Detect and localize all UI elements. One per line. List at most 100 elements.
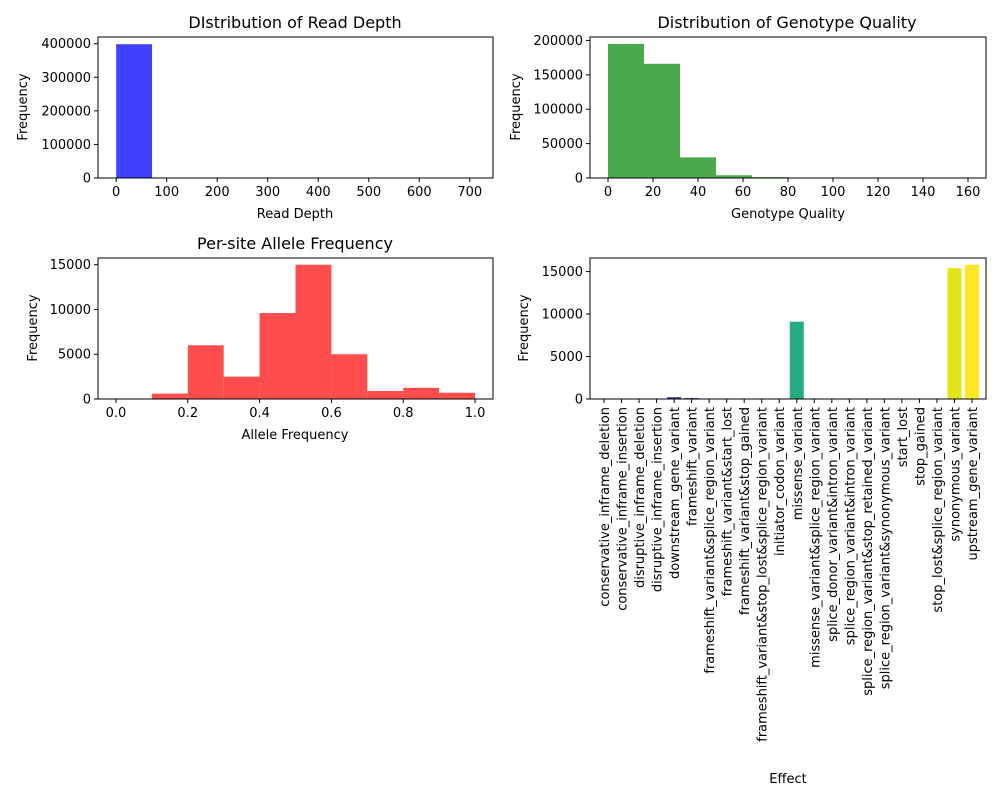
panel-effect-ylabel: Frequency xyxy=(517,294,532,361)
panel-effect-xtick-label-18: stop_gained xyxy=(913,407,928,486)
panel-allele-frequency-marks xyxy=(151,264,476,399)
panel-allele-frequency-bar-3 xyxy=(223,376,260,399)
panel-effect-xtick-label-3: disruptive_inframe_insertion xyxy=(651,407,666,592)
panel-effect-xtick-label-15: splice_region_variant&stop_retained_vari… xyxy=(861,407,876,696)
panel-genotype-quality-xtick-label-4: 80 xyxy=(780,185,797,200)
panel-read-depth-ytick-label-3: 300000 xyxy=(41,71,91,86)
panel-genotype-quality-xtick-label-7: 140 xyxy=(911,185,936,200)
panel-allele-frequency-frame xyxy=(97,257,494,400)
panel-effect-xlabel: Effect xyxy=(769,772,806,787)
panel-genotype-quality-xtick-label-3: 60 xyxy=(735,185,752,200)
panel-allele-frequency-bar-2 xyxy=(187,345,224,399)
panel-genotype-quality-ytick-label-3: 150000 xyxy=(533,68,583,83)
panel-read-depth-xticks: 0 100 200 300 400 500 600 700 xyxy=(112,178,482,200)
panel-genotype-quality-bar-0 xyxy=(608,43,644,178)
panel-effect-xtick-label-1: conservative_inframe_insertion xyxy=(616,407,631,611)
panel-allele-frequency-xtick-label-2: 0.4 xyxy=(249,406,270,421)
panel-read-depth-xtick-label-4: 400 xyxy=(306,185,331,200)
panel-effect-xtick-label-19: stop_lost&splice_region_variant xyxy=(931,407,946,613)
panel-allele-frequency-xtick-label-1: 0.2 xyxy=(177,406,198,421)
panel-genotype-quality-xtick-label-0: 0 xyxy=(604,185,612,200)
panel-read-depth-bar-0 xyxy=(116,44,153,178)
panel-effect-xtick-label-8: frameshift_variant&stop_gained xyxy=(738,407,753,615)
panel-effect-xtick-label-2: disruptive_inframe_deletion xyxy=(633,407,648,588)
panel-allele-frequency: Per-site Allele Frequency 0.0 0.2 0.4 0.6 0.… xyxy=(26,234,494,443)
panel-effect-xtick-label-5: frameshift_variant xyxy=(686,407,701,526)
panel-effect-xtick-label-20: synonymous_variant xyxy=(948,407,963,542)
panel-allele-frequency-yticks: 0 5000 10000 15000 xyxy=(50,258,98,408)
panel-effect-ytick-label-1: 5000 xyxy=(550,350,583,365)
panel-read-depth-xtick-label-6: 600 xyxy=(407,185,432,200)
panel-read-depth: DIstribution of Read Depth 0 100 200 300 400… xyxy=(16,13,494,222)
panel-read-depth-xlabel: Read Depth xyxy=(257,207,333,222)
panel-genotype-quality-xtick-label-1: 20 xyxy=(645,185,662,200)
panel-read-depth-ytick-label-4: 400000 xyxy=(41,37,91,52)
panel-genotype-quality-ytick-label-1: 50000 xyxy=(542,137,583,152)
panel-effect-bar-20 xyxy=(947,268,962,399)
panel-allele-frequency-xticks: 0.0 0.2 0.4 0.6 0.8 1.0 xyxy=(106,399,486,421)
panel-allele-frequency-ytick-label-2: 10000 xyxy=(50,303,91,318)
panel-allele-frequency-bar-1 xyxy=(151,393,188,399)
panel-read-depth-frame xyxy=(97,36,494,179)
panel-allele-frequency-bar-7 xyxy=(367,390,404,399)
panel-effect-marks xyxy=(597,264,979,399)
panel-effect-xtick-label-0: conservative_inframe_deletion xyxy=(598,407,613,607)
panel-allele-frequency-bar-8 xyxy=(403,387,440,399)
panel-read-depth-ytick-label-0: 0 xyxy=(83,172,91,187)
panel-effect: conservative_inframe_deletion conservativ… xyxy=(517,257,987,787)
panel-genotype-quality-bar-1 xyxy=(644,63,680,179)
panel-genotype-quality-frame xyxy=(589,36,987,179)
panel-genotype-quality-ytick-label-2: 100000 xyxy=(533,103,583,118)
panel-allele-frequency-xlabel: Allele Frequency xyxy=(241,428,348,443)
panel-effect-ytick-label-2: 10000 xyxy=(542,308,583,323)
panel-effect-xtick-label-13: splice_donor_variant&intron_variant xyxy=(826,407,841,642)
panel-read-depth-xtick-label-2: 200 xyxy=(205,185,230,200)
panel-genotype-quality-marks xyxy=(608,43,968,179)
panel-effect-ytick-label-0: 0 xyxy=(575,393,583,408)
panel-read-depth-xtick-label-1: 100 xyxy=(154,185,179,200)
panel-allele-frequency-xtick-label-0: 0.0 xyxy=(106,406,127,421)
panel-read-depth-ylabel: Frequency xyxy=(16,73,31,140)
panel-effect-xtick-label-21: upstream_gene_variant xyxy=(966,407,981,560)
panel-effect-xtick-label-14: splice_region_variant&intron_variant xyxy=(843,407,858,645)
panel-effect-ytick-label-3: 15000 xyxy=(542,265,583,280)
panel-effect-xtick-label-17: start_lost xyxy=(896,407,911,467)
panel-genotype-quality-title: Distribution of Genotype Quality xyxy=(657,13,916,32)
panel-genotype-quality-bar-3 xyxy=(716,175,752,178)
panel-effect-bar-5 xyxy=(684,397,699,399)
panel-effect-frame xyxy=(589,257,987,400)
panel-genotype-quality-xtick-label-2: 40 xyxy=(690,185,707,200)
panel-genotype-quality-bar-2 xyxy=(680,157,716,178)
panel-allele-frequency-bar-9 xyxy=(439,392,476,399)
panel-allele-frequency-ytick-label-0: 0 xyxy=(83,393,91,408)
panel-read-depth-ytick-label-2: 200000 xyxy=(41,104,91,119)
panel-effect-bar-11 xyxy=(789,321,804,399)
panel-effect-xtick-label-10: initiator_codon_variant xyxy=(773,407,788,556)
panel-effect-xtick-label-7: frameshift_variant&start_lost xyxy=(721,407,736,596)
panel-genotype-quality-xticks: 0 20 40 60 80 100 120 140 160 xyxy=(604,178,980,200)
panel-effect-yticks: 0 5000 10000 15000 xyxy=(542,265,590,408)
panel-read-depth-xtick-label-7: 700 xyxy=(457,185,482,200)
panel-genotype-quality-ytick-label-4: 200000 xyxy=(533,34,583,49)
panel-allele-frequency-ytick-label-1: 5000 xyxy=(58,348,91,363)
panel-allele-frequency-bar-4 xyxy=(259,313,296,399)
panel-allele-frequency-ylabel: Frequency xyxy=(26,294,41,361)
panel-genotype-quality-ytick-label-0: 0 xyxy=(575,172,583,187)
panel-effect-xtick-label-12: missense_variant&splice_region_variant xyxy=(808,407,823,668)
panel-allele-frequency-xtick-label-4: 0.8 xyxy=(393,406,414,421)
panel-read-depth-title: DIstribution of Read Depth xyxy=(188,13,401,32)
panel-allele-frequency-bar-6 xyxy=(331,354,368,399)
panel-allele-frequency-title: Per-site Allele Frequency xyxy=(197,234,393,253)
panel-read-depth-xtick-label-5: 500 xyxy=(356,185,381,200)
panel-genotype-quality-xlabel: Genotype Quality xyxy=(731,207,845,222)
panel-allele-frequency-xtick-label-5: 1.0 xyxy=(465,406,486,421)
panel-genotype-quality-yticks: 0 50000 100000 150000 200000 xyxy=(533,34,590,187)
panel-genotype-quality-xtick-label-5: 100 xyxy=(821,185,846,200)
panel-effect-bar-21 xyxy=(964,264,979,399)
panel-effect-xtick-label-4: downstream_gene_variant xyxy=(668,407,683,579)
panel-genotype-quality-ylabel: Frequency xyxy=(509,73,524,140)
panel-allele-frequency-xtick-label-3: 0.6 xyxy=(321,406,342,421)
panel-read-depth-yticks: 0 100000 200000 300000 400000 xyxy=(41,37,98,187)
